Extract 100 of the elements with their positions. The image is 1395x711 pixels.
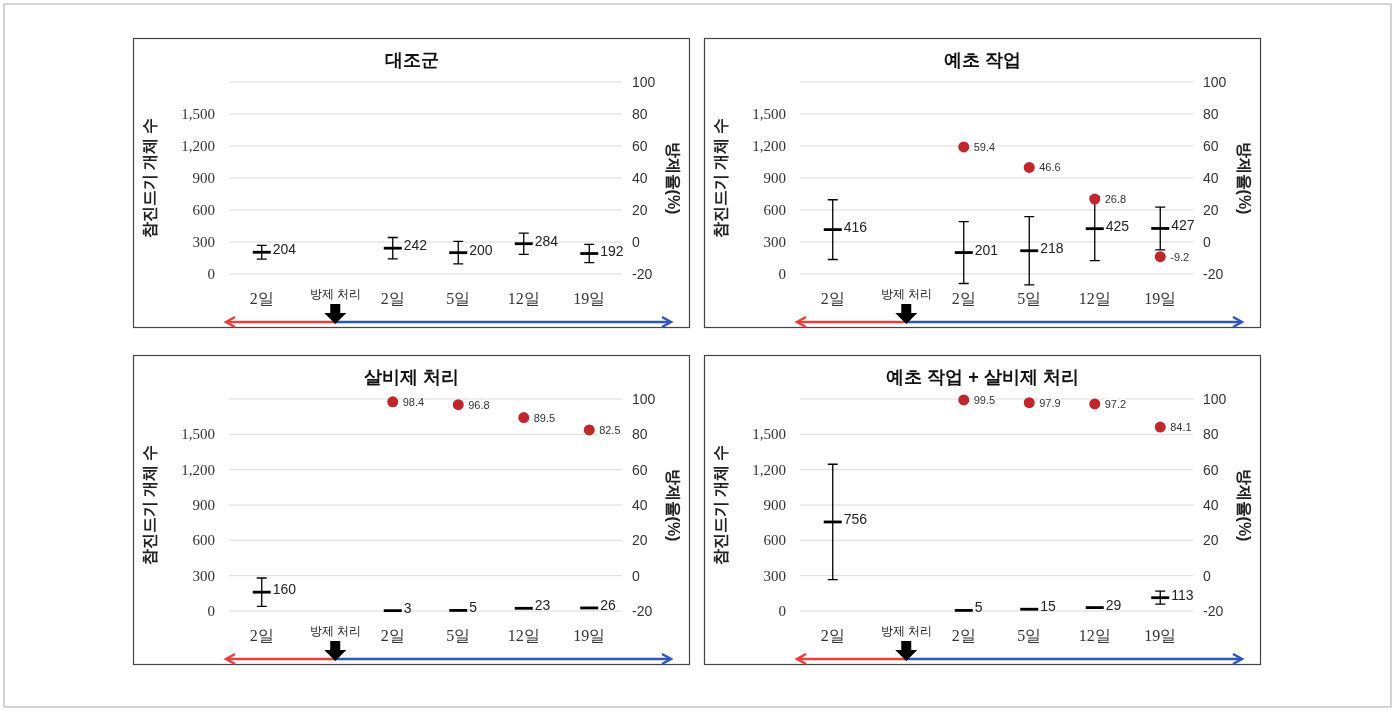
x-tick-label: 2일	[951, 290, 976, 307]
data-label: 82.5	[599, 423, 621, 436]
y-tick-label: 600	[192, 202, 215, 218]
data-label: 15	[1040, 598, 1057, 615]
y2-axis-title: 방제율(%)	[1236, 141, 1253, 215]
y2-tick-label: 100	[632, 74, 656, 90]
x-tick-label: 19일	[1144, 290, 1177, 307]
y-tick-label: 300	[763, 234, 786, 250]
y2-tick-label: 40	[1203, 497, 1219, 513]
y-tick-label: 300	[763, 567, 786, 584]
x-tick-label: 2일	[380, 290, 405, 307]
x-tick-label: 2일	[249, 627, 274, 644]
data-label: 218	[1040, 239, 1064, 256]
y2-axis-title: 방제율(%)	[665, 141, 682, 215]
y-tick-label: 1,500	[752, 106, 786, 122]
point	[452, 399, 464, 411]
y-tick-label: 0	[207, 603, 215, 619]
x-tick-label: 2일	[249, 290, 274, 307]
data-label: 29	[1105, 596, 1122, 613]
point	[958, 141, 970, 153]
data-label: 26	[600, 596, 617, 613]
x-tick-label: 5일	[1017, 627, 1042, 644]
y2-tick-label: 100	[1203, 74, 1227, 90]
point	[387, 396, 399, 408]
y2-tick-label: 80	[632, 426, 648, 443]
data-label: 416	[843, 218, 868, 235]
data-label: 284	[534, 232, 559, 249]
y2-tick-label: 20	[632, 532, 648, 549]
y2-tick-label: 80	[1203, 426, 1219, 443]
x-tick-label: 12일	[1078, 627, 1111, 644]
x-tick-label: 5일	[446, 627, 471, 644]
y-axis-title: 참진드기 개체 수	[141, 117, 158, 239]
point	[1154, 421, 1166, 433]
point	[1089, 398, 1101, 410]
text: 방제 처리	[880, 287, 932, 301]
data-label: 5	[469, 599, 478, 616]
data-label: 204	[272, 241, 297, 258]
data-label: 756	[843, 510, 868, 527]
y2-tick-label: 20	[632, 202, 648, 218]
y-tick-label: 0	[207, 266, 215, 282]
y2-axis-title: 방제율(%)	[665, 468, 682, 542]
data-label: 84.1	[1170, 421, 1192, 434]
y-tick-label: 900	[763, 170, 786, 186]
text: 방제 처리	[309, 624, 361, 638]
x-tick-label: 12일	[507, 627, 540, 644]
point	[958, 394, 970, 406]
point	[583, 424, 595, 436]
data-label: 96.8	[468, 398, 490, 411]
data-label: 98.4	[402, 395, 425, 408]
text: 방제 처리	[309, 287, 361, 301]
y2-tick-label: 0	[1203, 567, 1211, 584]
x-tick-label: 19일	[1144, 627, 1177, 644]
y-tick-label: 600	[763, 202, 786, 218]
y-axis-title: 참진드기 개체 수	[712, 117, 729, 239]
x-tick-label: 5일	[446, 290, 471, 307]
y2-tick-label: 0	[632, 234, 640, 250]
data-label: 160	[272, 581, 297, 598]
y2-tick-label: 40	[632, 170, 648, 186]
x-tick-label: 12일	[1078, 290, 1111, 307]
y-tick-label: 0	[778, 603, 786, 619]
y-tick-label: 1,200	[752, 461, 786, 478]
point	[1089, 193, 1101, 205]
data-label: 3	[403, 599, 412, 616]
y2-tick-label: 100	[1203, 391, 1227, 407]
data-label: 427	[1171, 217, 1195, 234]
x-tick-label: 12일	[507, 290, 540, 307]
y-tick-label: 0	[778, 266, 786, 282]
data-label: 59.4	[973, 140, 996, 153]
point	[518, 412, 530, 424]
y-tick-label: 1,500	[752, 426, 786, 443]
y-tick-label: 300	[192, 234, 215, 250]
y2-tick-label: 60	[632, 461, 648, 478]
data-label: 113	[1171, 586, 1194, 603]
y-tick-label: 1,200	[752, 138, 786, 154]
x-tick-label: 19일	[573, 627, 606, 644]
text: 방제 처리	[880, 624, 932, 638]
data-label: 242	[403, 237, 428, 254]
data-label: -9.2	[1170, 250, 1190, 263]
data-label: 97.2	[1104, 397, 1127, 410]
data-label: 97.9	[1039, 396, 1061, 409]
x-tick-label: 2일	[820, 627, 845, 644]
x-tick-label: 2일	[820, 290, 845, 307]
y-tick-label: 1,200	[181, 138, 215, 154]
y-axis-title: 참진드기 개체 수	[141, 444, 158, 566]
y2-tick-label: 60	[632, 138, 648, 154]
data-label: 425	[1105, 217, 1130, 234]
data-label: 46.6	[1039, 161, 1061, 174]
y2-tick-label: 0	[632, 567, 640, 584]
y2-tick-label: 100	[632, 391, 656, 407]
y2-tick-label: 80	[632, 106, 648, 122]
chart-title: 살비제 처리	[363, 367, 460, 387]
chart-title: 예초 작업	[943, 50, 1022, 70]
data-label: 200	[469, 241, 493, 258]
y-tick-label: 900	[763, 497, 786, 513]
y-tick-label: 600	[192, 532, 215, 549]
y-tick-label: 600	[763, 532, 786, 549]
data-label: 201	[974, 241, 999, 258]
point	[1023, 397, 1035, 409]
x-tick-label: 19일	[573, 290, 606, 307]
y2-tick-label: -20	[1203, 603, 1224, 619]
